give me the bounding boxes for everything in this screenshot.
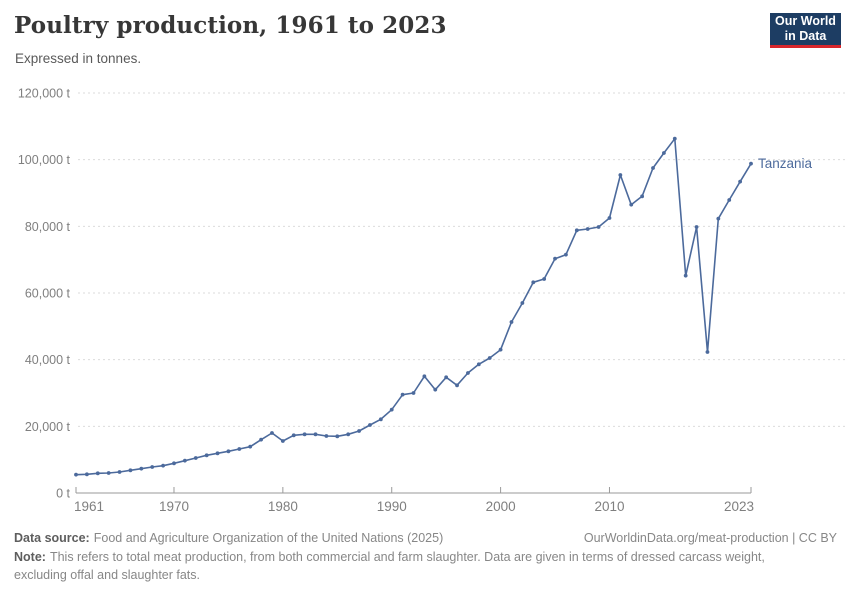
data-point[interactable] (727, 198, 732, 202)
data-point[interactable] (368, 423, 372, 427)
owid-url-link[interactable]: OurWorldinData.org/meat-production | CC … (583, 531, 837, 545)
data-point[interactable] (705, 350, 710, 354)
data-point[interactable] (106, 471, 111, 475)
x-tick-label: 1961 (74, 499, 104, 514)
data-point[interactable] (520, 301, 525, 305)
data-point[interactable] (172, 461, 176, 466)
data-point[interactable] (618, 173, 623, 177)
chart-subtitle: Expressed in tonnes. (15, 51, 142, 66)
note-text: This refers to total meat production, fr… (14, 550, 765, 582)
data-point[interactable] (346, 432, 351, 437)
data-point[interactable] (574, 228, 579, 233)
data-point[interactable] (672, 136, 677, 141)
data-point[interactable] (193, 456, 198, 460)
y-tick-label: 80,000 t (25, 220, 71, 234)
tanzania-line[interactable] (75, 137, 752, 476)
data-point[interactable] (683, 273, 688, 278)
data-point[interactable] (466, 371, 470, 375)
data-point[interactable] (542, 277, 547, 281)
y-tick-label: 0 t (56, 487, 70, 501)
y-tick-label: 120,000 t (18, 87, 71, 101)
data-point[interactable] (302, 432, 307, 437)
data-point[interactable] (204, 453, 209, 458)
data-point[interactable] (596, 225, 601, 229)
data-point[interactable] (553, 256, 557, 261)
y-tick-label: 100,000 t (18, 153, 71, 167)
data-point[interactable] (509, 320, 514, 324)
data-source-line: Data source: Food and Agriculture Organiz… (14, 530, 443, 547)
data-point[interactable] (498, 347, 503, 352)
data-point[interactable] (95, 471, 100, 476)
data-point[interactable] (531, 280, 536, 285)
x-tick-label: 1980 (268, 499, 298, 514)
data-point[interactable] (270, 431, 274, 435)
x-tick-label: 2000 (486, 499, 516, 514)
data-point[interactable] (378, 417, 383, 422)
data-point[interactable] (433, 387, 438, 392)
data-point[interactable] (248, 444, 253, 449)
owid-logo[interactable]: Our World in Data (770, 13, 841, 48)
data-source-text: Food and Agriculture Organization of the… (93, 531, 444, 545)
data-point[interactable] (585, 227, 590, 231)
data-point[interactable] (716, 216, 721, 221)
data-point[interactable] (139, 466, 144, 471)
data-point[interactable] (150, 465, 155, 469)
data-point[interactable] (749, 161, 753, 166)
data-point[interactable] (128, 468, 133, 473)
data-point[interactable] (84, 472, 89, 477)
data-point[interactable] (629, 202, 634, 207)
data-point[interactable] (422, 374, 427, 379)
series-end-label[interactable]: Tanzania (758, 156, 813, 171)
data-point[interactable] (280, 439, 285, 443)
chart-footer: Data source: Food and Agriculture Organiz… (14, 530, 837, 584)
data-point[interactable] (117, 470, 122, 474)
data-point[interactable] (357, 429, 361, 433)
data-point[interactable] (215, 451, 220, 456)
data-point[interactable] (182, 458, 187, 463)
data-point[interactable] (487, 356, 492, 360)
data-point[interactable] (324, 434, 329, 438)
data-point[interactable] (640, 194, 645, 199)
data-point[interactable] (564, 252, 568, 257)
data-point[interactable] (74, 472, 78, 477)
data-point[interactable] (259, 437, 263, 442)
data-point[interactable] (237, 447, 242, 451)
data-point[interactable] (694, 225, 699, 229)
x-tick-label: 2010 (594, 499, 624, 514)
data-point[interactable] (411, 391, 416, 395)
x-tick-label: 1970 (159, 499, 189, 514)
data-point[interactable] (400, 392, 405, 397)
data-point[interactable] (607, 216, 612, 220)
chart-title: Poultry production, 1961 to 2023 (14, 12, 447, 39)
data-point[interactable] (291, 433, 296, 438)
data-point[interactable] (313, 432, 318, 437)
data-source-label: Data source: (14, 531, 90, 545)
x-tick-label: 2023 (724, 499, 754, 514)
y-tick-label: 40,000 t (25, 353, 71, 367)
owid-logo-line1: Our World (775, 14, 836, 28)
x-tick-label: 1990 (377, 499, 407, 514)
data-point[interactable] (226, 449, 231, 454)
data-point[interactable] (662, 151, 666, 155)
data-point[interactable] (651, 166, 655, 170)
data-point[interactable] (476, 362, 481, 367)
note-label: Note: (14, 550, 46, 565)
data-point[interactable] (738, 179, 743, 184)
note-line: Note: This refers to total meat productio… (14, 549, 804, 584)
line-chart-canvas[interactable]: 0 t 20,000 t 40,000 t 60,000 t 80,000 t 100,0… (0, 0, 850, 528)
owid-logo-line2: in Data (784, 29, 827, 43)
data-point[interactable] (455, 383, 459, 388)
data-point[interactable] (161, 463, 165, 468)
data-point[interactable] (444, 375, 449, 380)
data-point[interactable] (335, 434, 340, 439)
y-tick-label: 60,000 t (25, 287, 71, 301)
y-tick-label: 20,000 t (25, 420, 71, 434)
data-point[interactable] (389, 407, 394, 412)
